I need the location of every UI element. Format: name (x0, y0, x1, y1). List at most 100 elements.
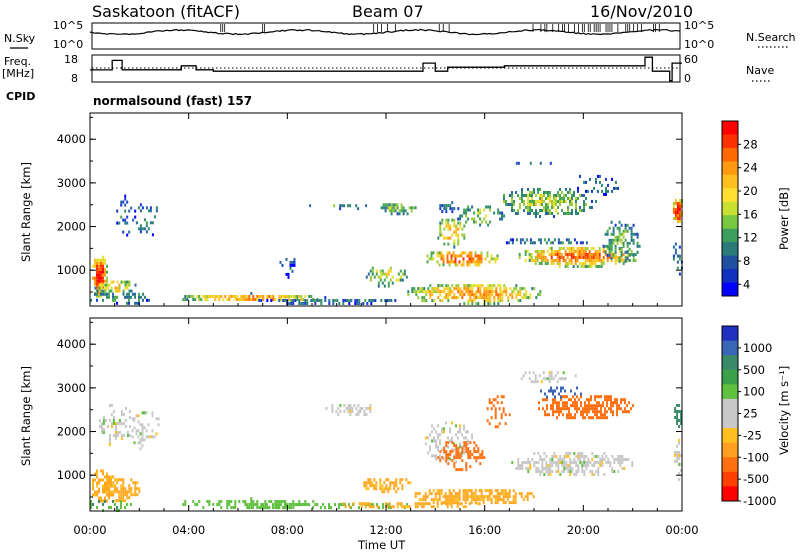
heatmap-cell (584, 407, 586, 411)
heatmap-cell (293, 263, 296, 267)
heatmap-cell (451, 201, 454, 205)
heatmap-cell (455, 230, 458, 234)
heatmap-cell (427, 436, 429, 440)
heatmap-cell (678, 438, 681, 442)
heatmap-cell (314, 503, 317, 506)
heatmap-cell (550, 377, 553, 381)
heatmap-cell (580, 262, 583, 265)
heatmap-cell (300, 295, 303, 298)
heatmap-cell (398, 212, 401, 216)
heatmap-cell (96, 279, 98, 283)
heatmap-cell (392, 505, 395, 509)
heatmap-cell (552, 413, 554, 417)
heatmap-cell (116, 506, 118, 509)
heatmap-cell (274, 298, 277, 301)
heatmap-cell (485, 299, 488, 303)
heatmap-cell (457, 217, 460, 221)
heatmap-cell (632, 223, 635, 227)
heatmap-cell (116, 280, 119, 284)
heatmap-cell (100, 469, 102, 473)
heatmap-cell (543, 200, 545, 203)
heatmap-cell (474, 251, 477, 255)
heatmap-cell (420, 498, 423, 502)
heatmap-cell (361, 407, 364, 410)
heatmap-cell (544, 262, 547, 265)
heatmap-cell (96, 258, 98, 262)
heatmap-cell (414, 492, 417, 496)
heatmap-cell (244, 500, 247, 503)
heatmap-cell (430, 251, 433, 255)
heatmap-cell (282, 506, 284, 510)
heatmap-cell (417, 287, 420, 291)
heatmap-cell (674, 199, 677, 202)
heatmap-cell (554, 401, 556, 405)
heatmap-cell (612, 253, 615, 257)
heatmap-cell (445, 284, 448, 288)
heatmap-cell (465, 220, 468, 224)
heatmap-cell (134, 215, 137, 219)
heatmap-cell (94, 282, 96, 286)
beam-title: Beam 07 (352, 2, 424, 21)
heatmap-cell (601, 458, 604, 461)
heatmap-cell (473, 293, 476, 297)
heatmap-cell (461, 445, 463, 449)
heatmap-cell (631, 464, 634, 467)
heatmap-cell (674, 208, 677, 211)
heatmap-cell (139, 203, 142, 207)
heatmap-cell (548, 253, 551, 256)
heatmap-cell (556, 253, 559, 256)
heatmap-cell (525, 290, 528, 294)
heatmap-cell (575, 206, 577, 209)
heatmap-cell (526, 492, 529, 496)
heatmap-cell (137, 435, 140, 439)
heatmap-cell (581, 209, 583, 212)
heatmap-cell (300, 298, 303, 301)
heatmap-cell (566, 256, 569, 259)
heatmap-cell (460, 263, 463, 267)
heatmap-cell (98, 286, 101, 290)
heatmap-cell (581, 194, 583, 197)
heatmap-cell (400, 206, 403, 210)
heatmap-cell (577, 455, 580, 458)
heatmap-cell (445, 450, 448, 454)
heatmap-cell (302, 298, 305, 301)
heatmap-cell (556, 401, 558, 405)
heatmap-cell (458, 495, 461, 499)
heatmap-cell (496, 495, 499, 499)
heatmap-cell (612, 226, 615, 230)
heatmap-cell (676, 450, 679, 454)
heatmap-cell (596, 407, 598, 411)
freq-unit: [MHz] (2, 67, 34, 80)
heatmap-cell (582, 247, 585, 250)
heatmap-cell (614, 253, 617, 256)
heatmap-cell (294, 295, 297, 298)
heatmap-cell (126, 301, 128, 305)
heatmap-cell (638, 244, 641, 248)
heatmap-cell (100, 428, 103, 431)
heatmap-cell (513, 200, 515, 203)
heatmap-cell (134, 487, 137, 491)
heatmap-cell (570, 259, 573, 262)
heatmap-cell (452, 498, 455, 502)
heatmap-cell (135, 414, 138, 418)
heatmap-cell (505, 200, 507, 203)
heatmap-cell (104, 267, 106, 271)
heatmap-cell (614, 247, 617, 251)
heatmap-cell (447, 224, 450, 228)
heatmap-cell (480, 495, 483, 499)
heatmap-cell (586, 265, 589, 268)
heatmap-cell (467, 442, 469, 446)
heatmap-cell (126, 280, 129, 284)
heatmap-cell (565, 461, 568, 464)
heatmap-cell (624, 250, 627, 254)
heatmap-cell (488, 398, 491, 402)
heatmap-cell (467, 447, 470, 451)
heatmap-cell (560, 377, 563, 381)
heatmap-cell (585, 180, 587, 184)
heatmap-cell (98, 425, 101, 428)
heatmap-cell (583, 455, 586, 458)
heatmap-cell (367, 272, 370, 276)
heatmap-cell (468, 260, 471, 264)
heatmap-cell (452, 495, 455, 499)
